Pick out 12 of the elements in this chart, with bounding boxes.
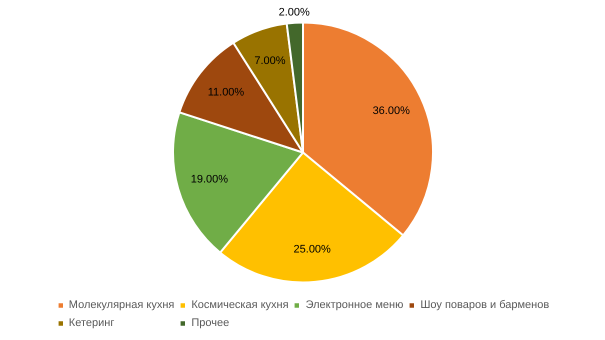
data-label: 36.00%	[372, 104, 410, 117]
data-label: 25.00%	[294, 244, 332, 256]
legend-label: Кетеринг	[68, 316, 114, 330]
legend-label: Шоу поваров и барменов	[420, 298, 550, 312]
legend-label: Космическая кухня	[191, 298, 289, 312]
data-label: 2.00%	[278, 6, 310, 18]
data-label: 7.00%	[254, 54, 286, 67]
legend-label: Электронное меню	[306, 298, 404, 312]
data-label: 19.00%	[190, 174, 228, 186]
legend-label: Прочее	[191, 316, 230, 330]
data-label: 11.00%	[208, 86, 244, 99]
legend-label: Молекулярная кухня	[68, 298, 174, 312]
